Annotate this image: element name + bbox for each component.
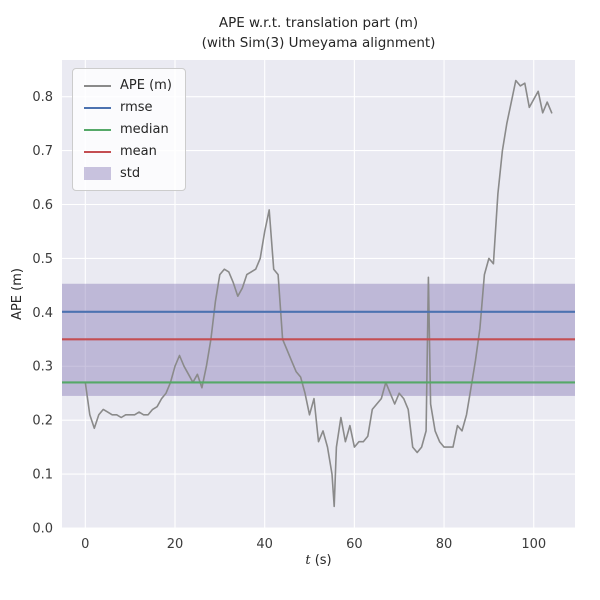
legend-item-std: std — [84, 166, 172, 181]
ape-line — [84, 79, 553, 508]
legend-label: mean — [120, 144, 157, 159]
legend-swatch-line — [84, 106, 111, 109]
legend-item-mean: mean — [84, 144, 172, 159]
legend-swatch-line — [84, 84, 111, 87]
x-tick-label: 40 — [256, 537, 273, 552]
y-tick-label: 0.5 — [32, 252, 53, 267]
chart-subtitle: (with Sim(3) Umeyama alignment) — [201, 34, 436, 51]
y-tick-label: 0.4 — [32, 306, 53, 321]
y-tick-label: 0.6 — [32, 198, 53, 213]
chart-title-block: APE w.r.t. translation part (m) (with Si… — [62, 14, 575, 53]
x-tick-label: 80 — [436, 537, 453, 552]
y-tick-label: 0.1 — [32, 468, 53, 483]
legend: APE (m) rmse median mean std — [72, 68, 186, 191]
legend-item-rmse: rmse — [84, 100, 172, 115]
y-tick-label: 0.2 — [32, 414, 53, 429]
legend-swatch-band — [84, 167, 111, 180]
x-axis-label: t (s) — [305, 553, 332, 568]
x-tick-label: 60 — [346, 537, 363, 552]
chart-title: APE w.r.t. translation part (m) — [218, 15, 419, 31]
legend-swatch-line — [84, 150, 111, 153]
y-axis-label: APE (m) — [10, 268, 25, 320]
legend-label: rmse — [120, 100, 153, 115]
legend-item-ape-m: APE (m) — [84, 78, 172, 93]
x-tick-label: 20 — [167, 537, 184, 552]
x-tick-label: 100 — [521, 537, 546, 552]
y-tick-label: 0.3 — [32, 360, 53, 375]
legend-swatch-line — [84, 128, 111, 131]
y-tick-label: 0.7 — [32, 144, 53, 159]
legend-label: median — [120, 122, 169, 137]
legend-item-median: median — [84, 122, 172, 137]
y-tick-label: 0.0 — [32, 522, 53, 537]
y-tick-label: 0.8 — [32, 90, 53, 105]
x-tick-label: 0 — [81, 537, 89, 552]
legend-label: std — [120, 166, 141, 181]
legend-label: APE (m) — [120, 78, 172, 93]
